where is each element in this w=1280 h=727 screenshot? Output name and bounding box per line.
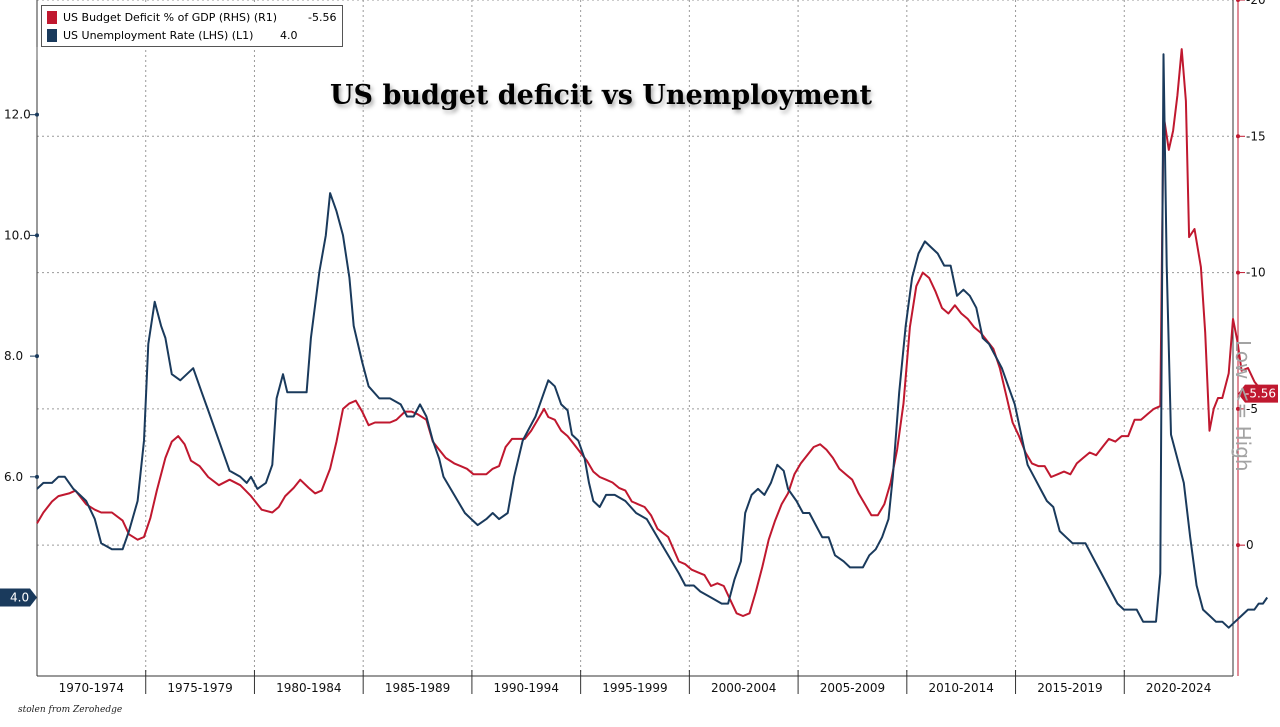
- right-tick-label: -10: [1246, 266, 1266, 280]
- legend-swatch-deficit: [47, 10, 57, 24]
- source-credit: stolen from Zerohedge: [18, 705, 123, 715]
- right-tick-label: -5: [1246, 402, 1258, 416]
- legend-item-deficit: US Budget Deficit % of GDP (RHS) (R1) -5…: [47, 8, 336, 26]
- legend: US Budget Deficit % of GDP (RHS) (R1) -5…: [41, 5, 344, 47]
- left-tick-label: 8.0: [4, 349, 23, 363]
- left-tick-dot: [35, 233, 39, 238]
- deficit-line: [36, 48, 1264, 617]
- right-current-value-label: -5.56: [1245, 387, 1276, 401]
- right-tick-dot: [1236, 134, 1240, 139]
- series-layer: [36, 48, 1269, 629]
- left-tick-dot: [35, 354, 39, 359]
- left-tick-label: 6.0: [4, 470, 23, 484]
- x-tick-label: 1985-1989: [385, 681, 450, 695]
- unemployment-line: [36, 53, 1269, 629]
- chart-title: US budget deficit vs Unemployment: [330, 80, 872, 111]
- left-axis-ticks: 6.0 8.0 10.0 12.0: [4, 108, 39, 484]
- legend-label-deficit: US Budget Deficit % of GDP (RHS) (R1): [63, 10, 278, 24]
- x-axis-labels: 1970-1974 1975-1979 1980-1984 1985-1989 1990…: [59, 670, 1211, 695]
- left-current-value-label: 4.0: [10, 591, 29, 605]
- x-tick-label: 1995-1999: [602, 681, 667, 695]
- left-tick-dot: [35, 474, 39, 479]
- right-tick-dot: [1236, 543, 1240, 548]
- x-tick-label: 1970-1974: [59, 681, 124, 695]
- right-tick-label: -20: [1246, 0, 1266, 7]
- left-current-value-badge: [0, 588, 37, 607]
- right-tick-label: -15: [1246, 129, 1266, 143]
- right-tick-dot: [1236, 270, 1240, 275]
- legend-value-unemployment: 4.0: [280, 28, 298, 42]
- x-tick-label: 2010-2014: [928, 681, 993, 695]
- legend-swatch-unemployment: [47, 28, 57, 42]
- legend-item-unemployment: US Unemployment Rate (LHS) (L1) 4.0: [47, 26, 336, 44]
- right-current-value-badge: [1238, 384, 1278, 403]
- x-tick-label: 1975-1979: [167, 681, 232, 695]
- x-tick-label: 2020-2024: [1146, 681, 1211, 695]
- right-tick-label: 0: [1246, 538, 1254, 552]
- value-badges: 4.0 -5.56: [0, 384, 1278, 607]
- x-tick-label: 2005-2009: [820, 681, 885, 695]
- left-tick-dot: [35, 112, 39, 117]
- x-tick-label: 2015-2019: [1037, 681, 1102, 695]
- left-tick-label: 12.0: [4, 108, 31, 122]
- left-tick-label: 10.0: [4, 228, 31, 242]
- legend-label-unemployment: US Unemployment Rate (LHS) (L1): [63, 28, 254, 42]
- right-tick-dot: [1236, 0, 1240, 2]
- x-tick-label: 1990-1994: [494, 681, 559, 695]
- right-tick-dot: [1236, 406, 1240, 411]
- horizontal-gridlines: [37, 0, 1233, 546]
- right-axis-side-note: Low <= High: [1231, 340, 1255, 472]
- right-axis-ticks: 0 -5 -10 -15 -20: [1236, 0, 1266, 552]
- x-tick-label: 1980-1984: [276, 681, 341, 695]
- x-tick-label: 2000-2004: [711, 681, 776, 695]
- legend-value-deficit: -5.56: [308, 10, 337, 24]
